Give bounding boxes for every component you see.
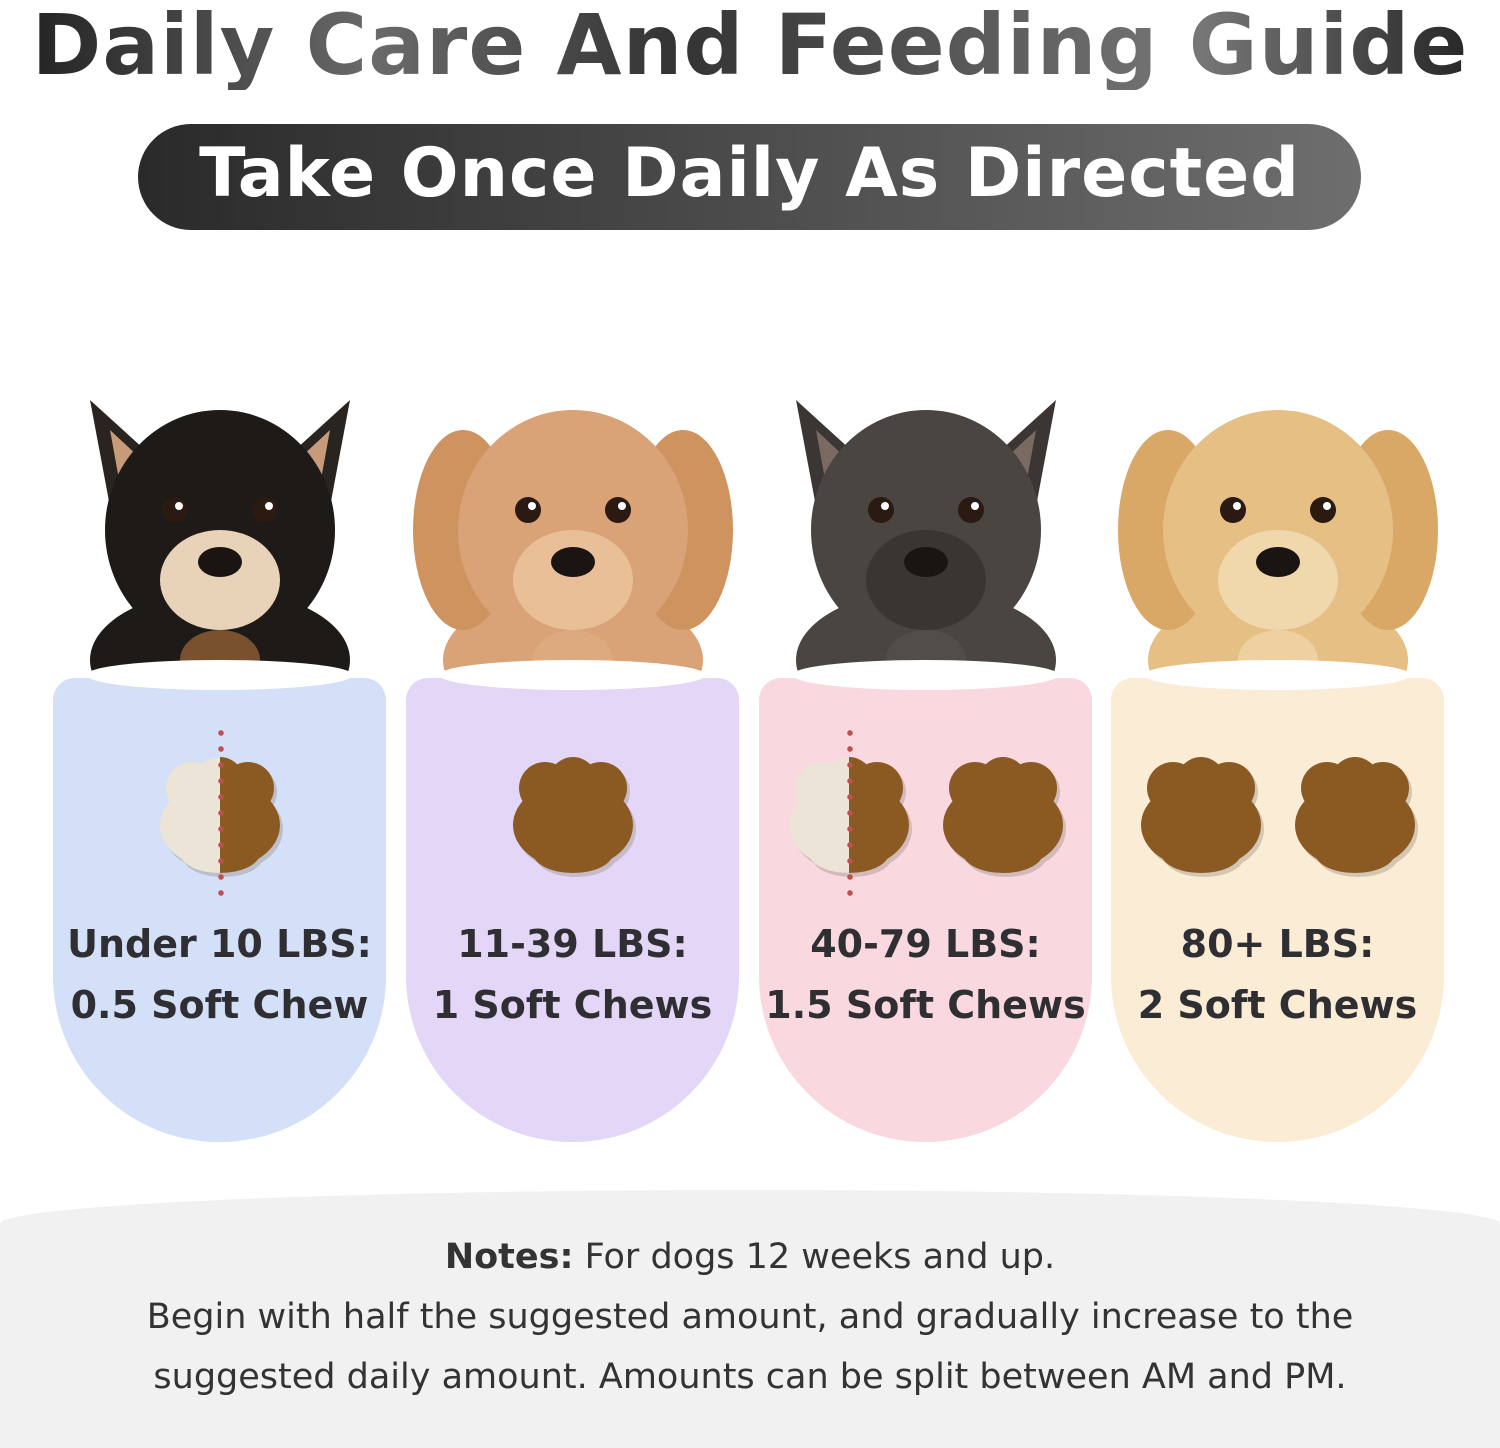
- half-chew-icon: [152, 725, 288, 903]
- notes-line-1: For dogs 12 weeks and up.: [584, 1237, 1056, 1277]
- notes-label: Notes:: [444, 1237, 574, 1277]
- half-chew-icon: [781, 725, 917, 903]
- dose-amount: 1 Soft Chews: [432, 983, 713, 1027]
- dosage-card: 80+ LBS: 2 Soft Chews: [1111, 660, 1444, 1142]
- chew-icon: [935, 753, 1071, 877]
- split-line-icon: [846, 725, 853, 903]
- notes-line-2: Begin with half the suggested amount, an…: [146, 1297, 1354, 1337]
- weight-range: Under 10 LBS:: [67, 922, 372, 966]
- golden-retriever-photo: [1108, 330, 1448, 730]
- french-bulldog-photo: [756, 330, 1096, 730]
- chew-icon: [505, 753, 641, 877]
- dosage-banner: Take Once Daily As Directed: [138, 124, 1361, 230]
- chew-icons: [759, 725, 1092, 903]
- split-line-icon: [217, 725, 224, 903]
- dose-amount: 2 Soft Chews: [1137, 983, 1418, 1027]
- page-title: Daily Care And Feeding Guide: [0, 0, 1500, 90]
- dosage-card: 40-79 LBS: 1.5 Soft Chews: [759, 660, 1092, 1142]
- chew-icon: [1133, 753, 1269, 877]
- chew-icons: [1111, 738, 1444, 888]
- dosage-label: Under 10 LBS: 0.5 Soft Chew: [53, 914, 386, 1036]
- chew-icons: [406, 738, 739, 888]
- chihuahua-photo: [50, 330, 390, 730]
- dosage-label: 11-39 LBS: 1 Soft Chews: [406, 914, 739, 1036]
- dose-amount: 1.5 Soft Chews: [765, 983, 1086, 1027]
- poodle-photo: [403, 330, 743, 730]
- dosage-label: 40-79 LBS: 1.5 Soft Chews: [759, 914, 1092, 1036]
- chew-icon: [1287, 753, 1423, 877]
- weight-range: 40-79 LBS:: [810, 922, 1041, 966]
- notes-line-3: suggested daily amount. Amounts can be s…: [153, 1357, 1347, 1397]
- dosage-label: 80+ LBS: 2 Soft Chews: [1111, 914, 1444, 1036]
- dosage-card: Under 10 LBS: 0.5 Soft Chew: [53, 660, 386, 1142]
- chew-icons: [53, 725, 386, 903]
- dose-amount: 0.5 Soft Chew: [70, 983, 369, 1027]
- weight-range: 80+ LBS:: [1180, 922, 1375, 966]
- dosage-card: 11-39 LBS: 1 Soft Chews: [406, 660, 739, 1142]
- notes-section: Notes: For dogs 12 weeks and up. Begin w…: [0, 1190, 1500, 1448]
- weight-range: 11-39 LBS:: [457, 922, 688, 966]
